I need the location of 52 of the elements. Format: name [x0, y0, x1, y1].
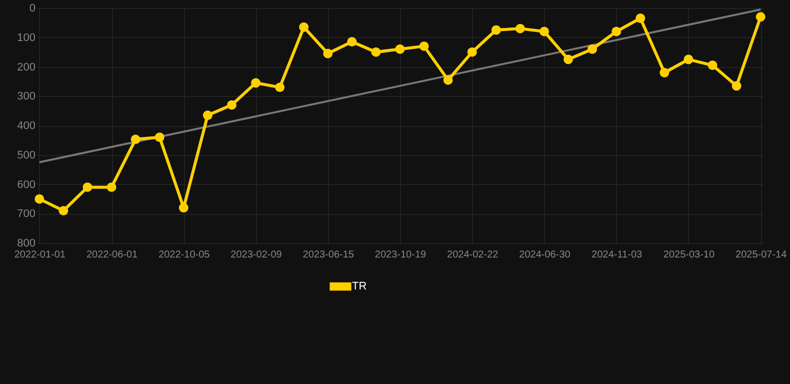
point — [684, 54, 694, 64]
x-tick-label: 2023-10-19 — [374, 250, 427, 260]
y-tick-label: 400 — [17, 120, 36, 132]
y-tick-label: 0 — [29, 2, 36, 14]
x-tick-label: 2025-03-10 — [663, 250, 715, 260]
point — [106, 182, 116, 192]
point — [636, 14, 646, 24]
y-tick-label: 600 — [17, 178, 36, 191]
point — [467, 47, 477, 57]
point — [251, 78, 261, 88]
point — [275, 82, 285, 92]
point — [34, 194, 44, 204]
x-tick-label: 2024-06-30 — [519, 250, 571, 260]
x-tick-label: 2024-02-22 — [447, 250, 499, 260]
point — [154, 132, 164, 142]
point — [515, 24, 525, 34]
x-tick-label: 2025-07-14 — [736, 250, 788, 260]
point — [660, 68, 670, 78]
point — [539, 26, 549, 36]
point — [58, 206, 68, 216]
y-tick-label: 500 — [17, 149, 36, 162]
y-tick-label: 100 — [17, 32, 36, 44]
x-tick-label: 2023-06-15 — [302, 250, 354, 260]
point — [323, 48, 333, 58]
x-tick-label: 2023-02-09 — [230, 250, 282, 260]
point — [226, 100, 236, 110]
x-tick-label: 2024-11-03 — [592, 250, 642, 260]
y-tick-label: 800 — [17, 238, 36, 250]
legend-label: TR — [352, 280, 367, 292]
point — [756, 12, 766, 22]
point — [299, 22, 309, 32]
point — [612, 26, 622, 36]
point — [130, 134, 140, 144]
point — [732, 81, 742, 91]
x-tick-label: 2022-01-01 — [14, 250, 66, 260]
point — [564, 54, 574, 64]
point — [82, 182, 92, 192]
point — [443, 75, 453, 85]
x-tick-label: 2022-10-05 — [158, 250, 210, 260]
point — [347, 37, 357, 47]
point — [588, 44, 598, 54]
point — [178, 203, 188, 212]
y-tick-label: 300 — [17, 90, 36, 103]
point — [419, 41, 429, 51]
point — [395, 44, 405, 54]
y-tick-label: 700 — [17, 208, 36, 220]
y-tick-label: 200 — [17, 61, 36, 74]
point — [491, 25, 501, 35]
x-tick-label: 2022-06-01 — [86, 250, 138, 260]
point — [708, 60, 718, 70]
point — [202, 110, 212, 120]
point — [371, 47, 381, 57]
